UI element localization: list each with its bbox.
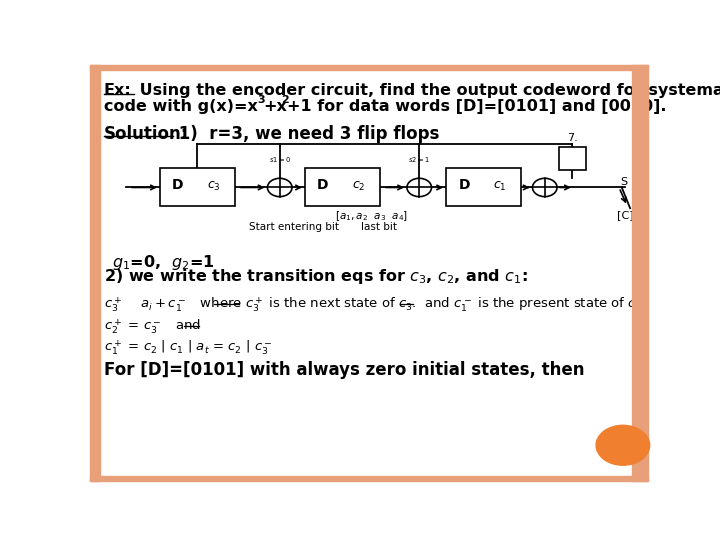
Text: $_{s2=1}$: $_{s2=1}$ <box>408 155 431 165</box>
Text: +x: +x <box>263 99 287 114</box>
Text: 2: 2 <box>282 94 289 105</box>
Circle shape <box>533 178 557 197</box>
Text: 3: 3 <box>258 94 265 105</box>
Text: $_{s1=0}$: $_{s1=0}$ <box>269 155 291 165</box>
Text: last bit: last bit <box>361 222 397 232</box>
Text: D: D <box>317 178 328 192</box>
Circle shape <box>596 426 649 465</box>
Text: $c_3$: $c_3$ <box>207 180 221 193</box>
Bar <box>160 168 235 206</box>
Text: 1)  r=3, we need 3 flip flops: 1) r=3, we need 3 flip flops <box>173 125 439 143</box>
Text: $c_1$: $c_1$ <box>493 180 507 193</box>
Text: $g_1$=0,  $g_2$=1: $g_1$=0, $g_2$=1 <box>112 253 215 272</box>
Text: S: S <box>620 177 627 187</box>
Text: $c_1^+$ = $c_2$ | $c_1$ | $a_t$ = $c_2$ | $c_3^-$: $c_1^+$ = $c_2$ | $c_1$ | $a_t$ = $c_2$ … <box>104 339 272 357</box>
Text: Start entering bit: Start entering bit <box>248 222 338 232</box>
Bar <box>305 168 380 206</box>
Text: Solution:: Solution: <box>104 125 189 143</box>
Bar <box>559 147 585 170</box>
Bar <box>90 476 648 481</box>
Text: $c_3^+$    $a_i + c_1^-$   where $c_3^+$ is the next state of $c_3$.  and $c_1^-: $c_3^+$ $a_i + c_1^-$ where $c_3^+$ is t… <box>104 295 642 314</box>
Text: $c_2$: $c_2$ <box>352 180 366 193</box>
Bar <box>446 168 521 206</box>
Bar <box>90 65 100 481</box>
Text: $c_2^+$ = $c_3^-$   and: $c_2^+$ = $c_3^-$ and <box>104 317 201 336</box>
Text: code with g(x)=x: code with g(x)=x <box>104 99 258 114</box>
Text: [C]: [C] <box>617 211 634 220</box>
Circle shape <box>267 178 292 197</box>
Text: For [D]=[0101] with always zero initial states, then: For [D]=[0101] with always zero initial … <box>104 361 585 379</box>
Text: +1 for data words [D]=[0101] and [0010].: +1 for data words [D]=[0101] and [0010]. <box>287 99 667 114</box>
Text: 7.: 7. <box>567 133 577 144</box>
Text: D: D <box>172 178 184 192</box>
Text: 2) we write the transition eqs for $c_3$, $c_2$, and $c_1$:: 2) we write the transition eqs for $c_3$… <box>104 267 528 286</box>
Text: Using the encoder circuit, find the output codeword for systematic cyclic: Using the encoder circuit, find the outp… <box>134 83 720 98</box>
Bar <box>90 65 648 70</box>
Text: D: D <box>459 178 469 192</box>
Text: $[a_1, a_2\ \ a_3\ \ a_4]$: $[a_1, a_2\ \ a_3\ \ a_4]$ <box>336 210 408 224</box>
Text: Ex:: Ex: <box>104 83 132 98</box>
Bar <box>632 65 648 481</box>
Circle shape <box>407 178 431 197</box>
